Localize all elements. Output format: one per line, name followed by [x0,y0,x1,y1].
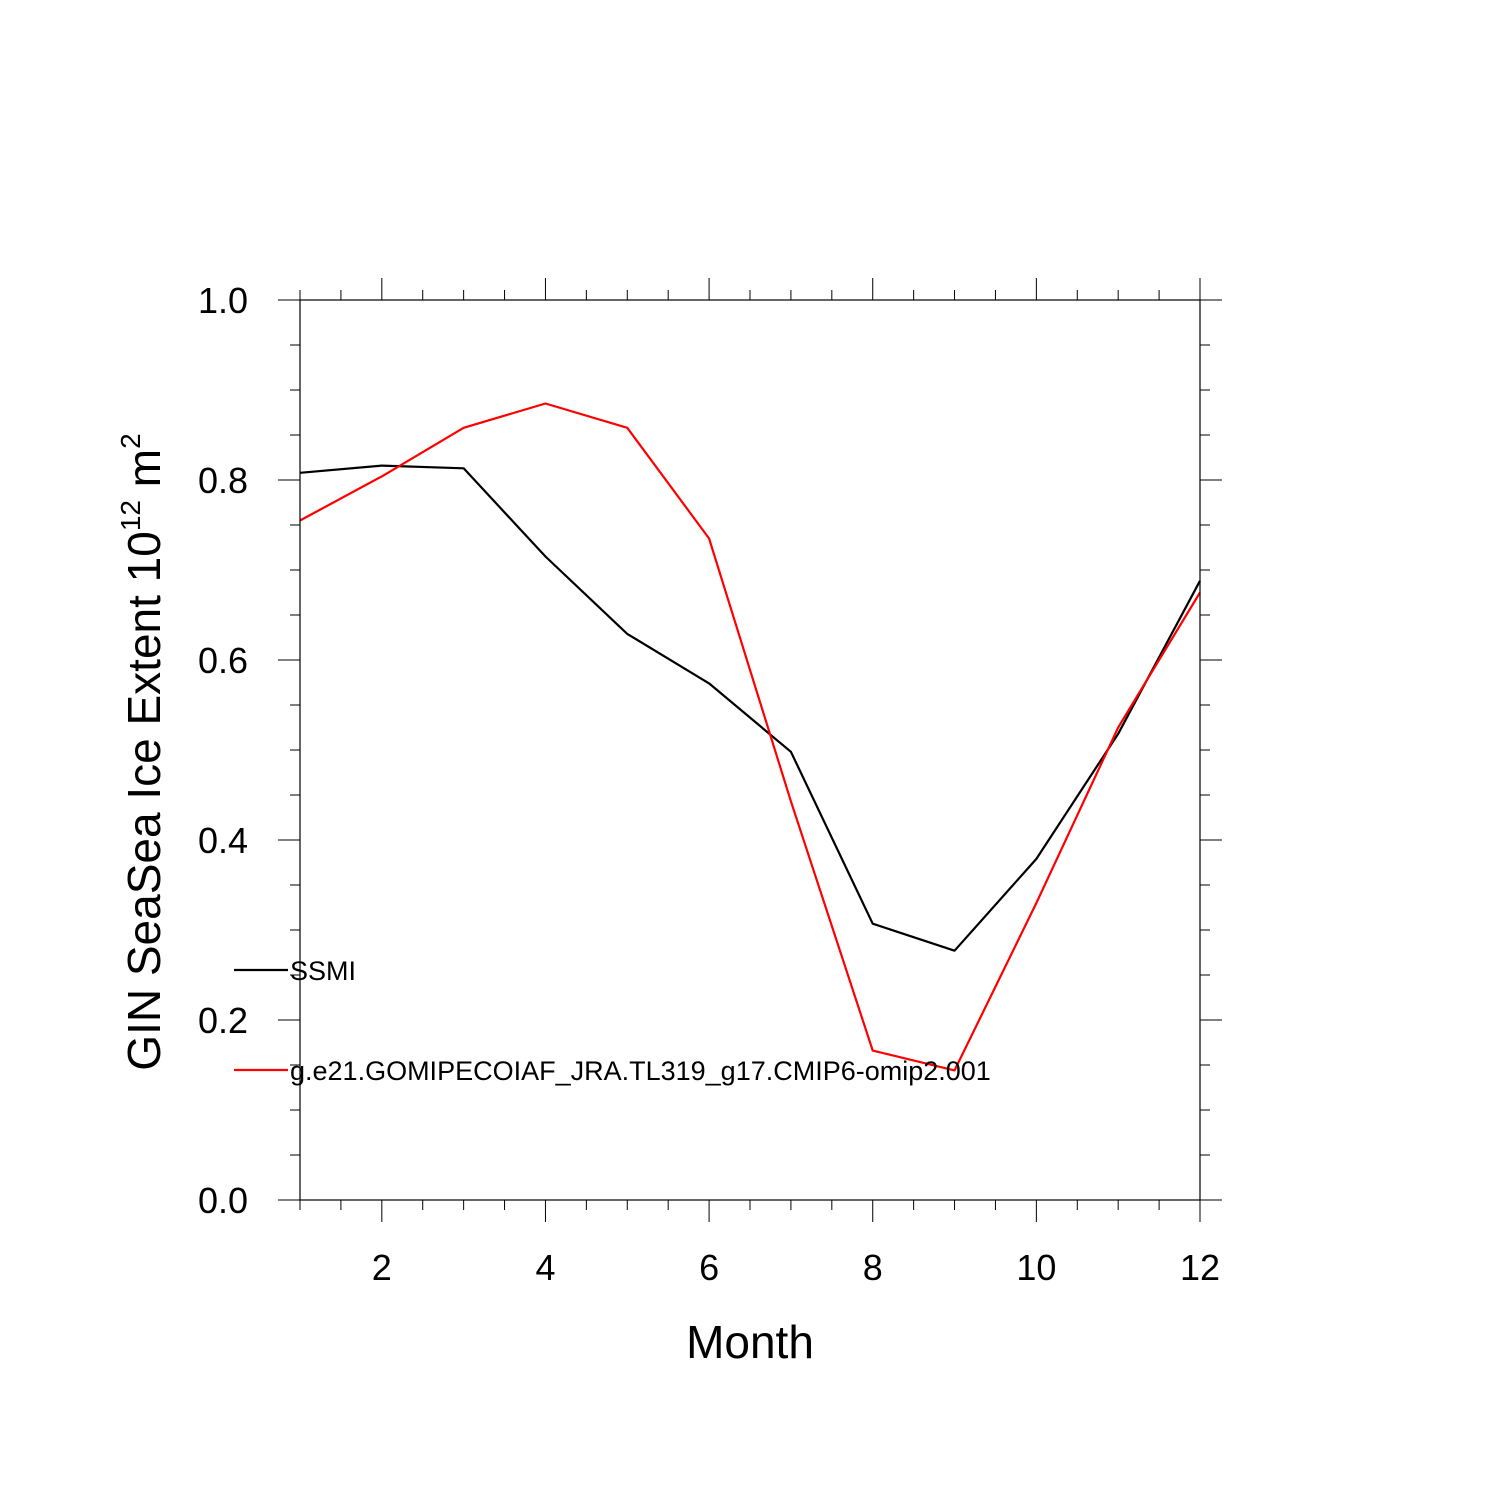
major-ticks [278,278,1222,1222]
y-axis-title-main: GIN SeaSea Ice Extent 10 [118,531,170,1071]
x-tick-label: 6 [699,1247,719,1288]
series-lines [299,402,1201,1072]
y-tick-label: 1.0 [198,280,248,321]
y-tick-label: 0.6 [198,640,248,681]
x-axis-title: Month [686,1316,814,1368]
plot-frame [299,299,1201,1201]
y-axis-title-exponent: 12 [115,500,146,531]
x-tick-label: 10 [1016,1247,1056,1288]
y-tick-label: 0.8 [198,460,248,501]
y-tick-labels: 0.0 0.2 0.4 0.6 0.8 1.0 [198,280,248,1221]
y-axis-title: GIN SeaSea Ice Extent 1012 m2 [115,433,170,1070]
y-axis-title-unit: m [118,449,170,500]
x-tick-labels: 2 4 6 8 10 12 [372,1247,1220,1288]
legend: SSMI g.e21.GOMIPECOIAF_JRA.TL319_g17.CMIP… [234,956,991,1086]
y-tick-label: 0.0 [198,1180,248,1221]
legend-label-1: SSMI [290,956,356,986]
y-tick-label: 0.2 [198,1000,248,1041]
y-tick-label: 0.4 [198,820,248,861]
x-tick-label: 2 [372,1247,392,1288]
x-tick-label: 8 [863,1247,883,1288]
minor-ticks [290,290,1210,1210]
x-tick-label: 12 [1180,1247,1220,1288]
x-tick-label: 4 [535,1247,555,1288]
series-line-1 [299,464,1201,952]
legend-label-2: g.e21.GOMIPECOIAF_JRA.TL319_g17.CMIP6-om… [290,1056,991,1086]
y-axis-title-unit-exponent: 2 [115,433,146,449]
series-line-2 [299,402,1201,1072]
